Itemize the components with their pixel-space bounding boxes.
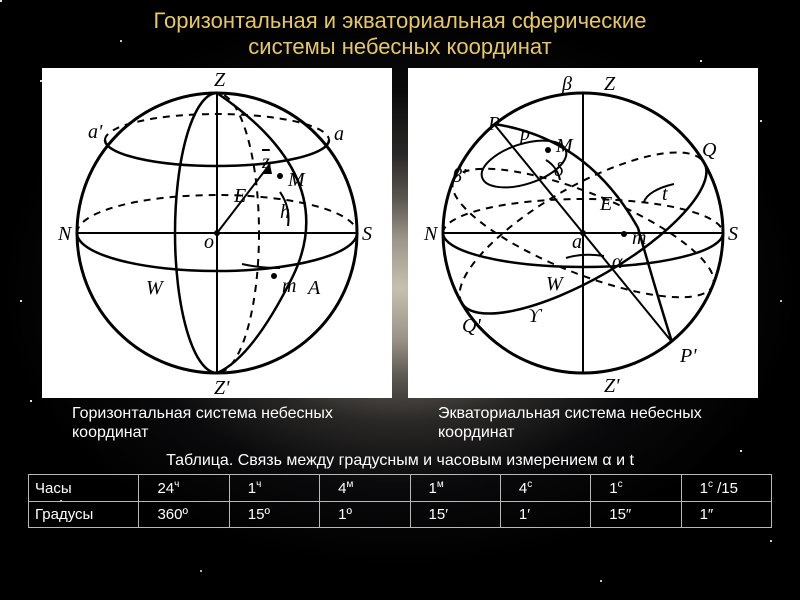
svg-text:P: P [487, 113, 500, 135]
svg-text:Z': Z' [214, 377, 230, 398]
left-caption: Горизонтальная система небесных координа… [42, 404, 392, 442]
svg-text:N: N [423, 223, 439, 245]
equatorial-system-diagram: Z Z' N S W E P P' Q Q' β β' p M δ t a m … [408, 68, 758, 398]
svg-text:m: m [632, 227, 646, 249]
svg-text:p: p [518, 123, 530, 145]
svg-text:S: S [728, 223, 738, 245]
svg-text:N: N [57, 223, 73, 245]
svg-text:M: M [287, 169, 306, 191]
table-row: Часы 24ч 1ч 4м 1м 4с 1с 1с /15 [29, 475, 772, 502]
svg-text:δ: δ [554, 159, 564, 181]
svg-text:h: h [280, 201, 290, 223]
row-label: Градусы [29, 502, 139, 528]
svg-text:Q': Q' [462, 315, 481, 337]
svg-text:β': β' [451, 165, 467, 187]
svg-text:a: a [334, 123, 344, 145]
figures-row: Z Z' N S W E a a' z M h o m A [0, 64, 800, 398]
title-line1: Горизонтальная и экваториальная сферичес… [20, 8, 780, 34]
svg-text:Q: Q [702, 139, 717, 161]
horizontal-system-diagram: Z Z' N S W E a a' z M h o m A [42, 68, 392, 398]
row-label: Часы [29, 475, 139, 502]
right-caption: Экваториальная система небесных координа… [408, 404, 758, 442]
captions-row: Горизонтальная система небесных координа… [0, 398, 800, 442]
slide-title: Горизонтальная и экваториальная сферичес… [0, 0, 800, 64]
title-line2: системы небесных координат [20, 34, 780, 60]
svg-text:a': a' [88, 121, 103, 143]
conversion-table: Часы 24ч 1ч 4м 1м 4с 1с 1с /15 Градусы 3… [28, 474, 772, 528]
svg-text:Z: Z [604, 73, 616, 95]
svg-text:β: β [561, 73, 572, 95]
svg-text:a: a [572, 231, 582, 253]
svg-text:z: z [261, 151, 270, 173]
svg-text:ϒ: ϒ [528, 305, 543, 327]
svg-text:α: α [612, 251, 623, 273]
svg-text:t: t [662, 183, 668, 205]
table-title: Таблица. Связь между градусным и часовым… [0, 442, 800, 474]
svg-text:W: W [546, 273, 565, 295]
table-row: Градусы 360º 15º 1º 15′ 1′ 15″ 1″ [29, 502, 772, 528]
svg-text:Z: Z [214, 69, 226, 91]
svg-text:o: o [204, 231, 214, 253]
svg-text:S: S [362, 223, 372, 245]
svg-text:W: W [146, 277, 165, 299]
svg-text:E: E [233, 185, 246, 207]
svg-text:E: E [599, 193, 612, 215]
svg-text:P': P' [679, 345, 697, 367]
svg-text:A: A [306, 277, 321, 299]
svg-text:M: M [555, 135, 574, 157]
svg-text:m: m [282, 275, 296, 297]
svg-text:Z': Z' [604, 375, 620, 397]
